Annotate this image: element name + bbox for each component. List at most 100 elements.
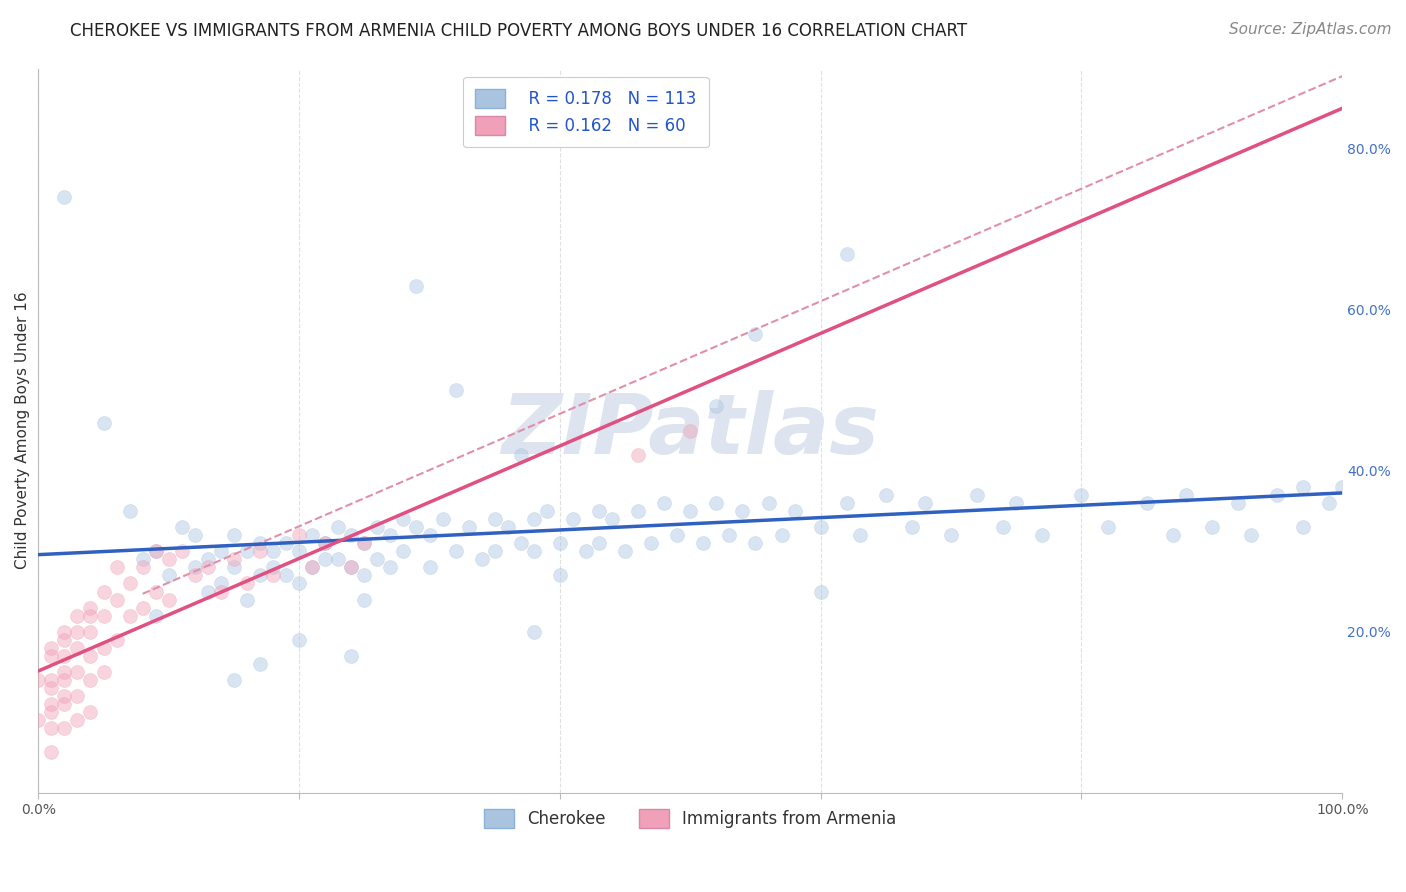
Point bbox=[405, 520, 427, 534]
Point bbox=[197, 560, 219, 574]
Point bbox=[575, 544, 598, 558]
Point bbox=[380, 560, 402, 574]
Point bbox=[496, 520, 519, 534]
Point bbox=[236, 592, 259, 607]
Point bbox=[353, 568, 375, 582]
Point bbox=[93, 608, 115, 623]
Point bbox=[249, 657, 271, 671]
Point bbox=[93, 416, 115, 430]
Point bbox=[966, 488, 988, 502]
Point bbox=[105, 632, 128, 647]
Point bbox=[392, 544, 415, 558]
Point bbox=[731, 504, 754, 518]
Point bbox=[236, 576, 259, 591]
Point bbox=[93, 640, 115, 655]
Point bbox=[53, 673, 76, 687]
Point bbox=[471, 552, 494, 566]
Point bbox=[79, 608, 101, 623]
Point bbox=[770, 528, 793, 542]
Point bbox=[66, 608, 89, 623]
Point bbox=[145, 608, 167, 623]
Point bbox=[1265, 488, 1288, 502]
Point bbox=[184, 528, 207, 542]
Point bbox=[536, 504, 558, 518]
Point bbox=[53, 190, 76, 204]
Legend: Cherokee, Immigrants from Armenia: Cherokee, Immigrants from Armenia bbox=[477, 803, 903, 835]
Point bbox=[444, 384, 467, 398]
Point bbox=[548, 536, 571, 550]
Point bbox=[718, 528, 741, 542]
Point bbox=[66, 689, 89, 703]
Point bbox=[209, 576, 232, 591]
Point bbox=[288, 632, 311, 647]
Y-axis label: Child Poverty Among Boys Under 16: Child Poverty Among Boys Under 16 bbox=[15, 292, 30, 569]
Point bbox=[548, 568, 571, 582]
Point bbox=[353, 536, 375, 550]
Point bbox=[41, 648, 63, 663]
Point bbox=[914, 496, 936, 510]
Point bbox=[1317, 496, 1340, 510]
Point bbox=[79, 600, 101, 615]
Point bbox=[184, 568, 207, 582]
Point bbox=[184, 560, 207, 574]
Point bbox=[835, 246, 858, 260]
Point bbox=[1161, 528, 1184, 542]
Point bbox=[145, 544, 167, 558]
Point bbox=[66, 624, 89, 639]
Point bbox=[692, 536, 714, 550]
Point bbox=[274, 536, 297, 550]
Point bbox=[301, 560, 323, 574]
Point bbox=[79, 624, 101, 639]
Point bbox=[744, 536, 766, 550]
Text: Source: ZipAtlas.com: Source: ZipAtlas.com bbox=[1229, 22, 1392, 37]
Point bbox=[53, 624, 76, 639]
Point bbox=[509, 536, 531, 550]
Point bbox=[93, 665, 115, 679]
Point bbox=[1031, 528, 1053, 542]
Point bbox=[157, 552, 180, 566]
Point bbox=[1292, 520, 1315, 534]
Point bbox=[41, 721, 63, 735]
Point bbox=[744, 326, 766, 341]
Point bbox=[170, 544, 193, 558]
Point bbox=[758, 496, 780, 510]
Point bbox=[66, 640, 89, 655]
Point bbox=[600, 512, 623, 526]
Point bbox=[249, 568, 271, 582]
Point bbox=[249, 536, 271, 550]
Point bbox=[131, 560, 153, 574]
Point bbox=[706, 496, 728, 510]
Point bbox=[157, 568, 180, 582]
Point bbox=[614, 544, 637, 558]
Point bbox=[679, 424, 702, 438]
Point bbox=[314, 536, 336, 550]
Point bbox=[288, 528, 311, 542]
Point bbox=[652, 496, 675, 510]
Point bbox=[314, 552, 336, 566]
Point bbox=[314, 536, 336, 550]
Point bbox=[66, 665, 89, 679]
Point bbox=[706, 400, 728, 414]
Point bbox=[679, 504, 702, 518]
Point bbox=[222, 560, 245, 574]
Text: CHEROKEE VS IMMIGRANTS FROM ARMENIA CHILD POVERTY AMONG BOYS UNDER 16 CORRELATIO: CHEROKEE VS IMMIGRANTS FROM ARMENIA CHIL… bbox=[70, 22, 967, 40]
Point bbox=[666, 528, 689, 542]
Point bbox=[366, 520, 388, 534]
Point bbox=[118, 608, 141, 623]
Point bbox=[1174, 488, 1197, 502]
Point bbox=[340, 648, 363, 663]
Point bbox=[53, 632, 76, 647]
Point bbox=[79, 648, 101, 663]
Point bbox=[993, 520, 1015, 534]
Point bbox=[340, 528, 363, 542]
Point bbox=[209, 584, 232, 599]
Point bbox=[27, 673, 49, 687]
Text: ZIPatlas: ZIPatlas bbox=[502, 390, 879, 471]
Point bbox=[627, 448, 650, 462]
Point bbox=[79, 705, 101, 719]
Point bbox=[145, 544, 167, 558]
Point bbox=[484, 512, 506, 526]
Point bbox=[1136, 496, 1159, 510]
Point bbox=[588, 536, 610, 550]
Point bbox=[328, 520, 350, 534]
